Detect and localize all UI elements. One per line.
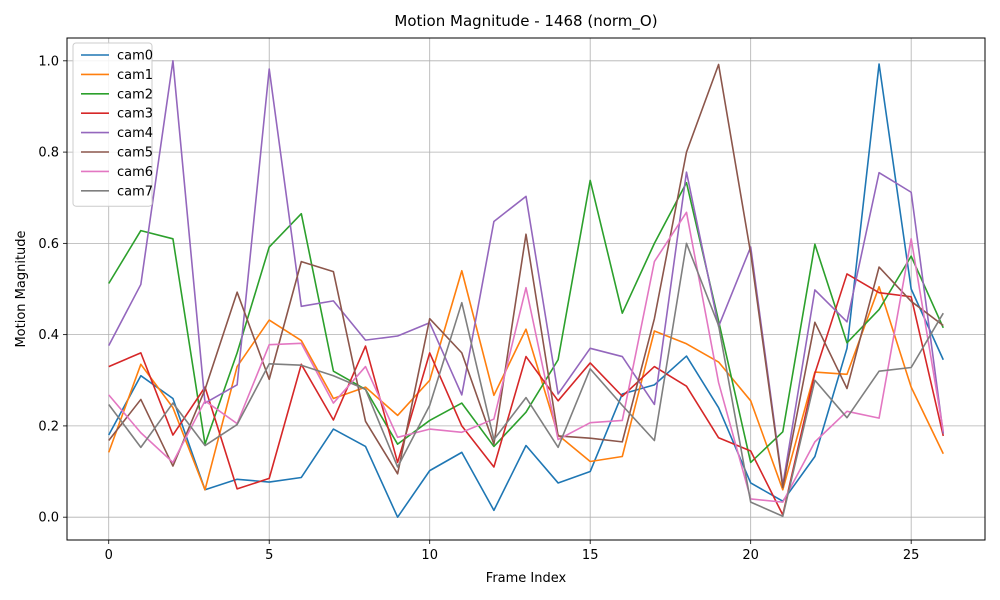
series-line-cam6 <box>108 211 945 503</box>
series-line-cam0 <box>108 63 944 518</box>
x-axis-ticks: 0 5 10 15 20 25 <box>105 540 920 563</box>
x-tick-label: 20 <box>742 548 759 563</box>
legend-label-cam2: cam2 <box>117 87 153 102</box>
chart-title: Motion Magnitude - 1468 (norm_O) <box>394 12 657 31</box>
legend-box <box>72 42 153 207</box>
y-axis-ticks: 0.0 0.2 0.4 0.6 0.8 1.0 <box>38 54 67 526</box>
y-tick-label: 0.0 <box>38 511 59 526</box>
legend-label-cam0: cam0 <box>117 49 153 64</box>
x-tick-label: 5 <box>265 548 273 563</box>
y-tick-label: 0.2 <box>38 419 59 434</box>
legend-label-cam4: cam4 <box>117 126 153 141</box>
series-line-cam5 <box>108 63 944 489</box>
legend: cam0 cam1 cam2 cam3 cam4 cam5 cam6 cam7 <box>72 42 153 207</box>
series-line-cam3 <box>108 273 945 516</box>
legend-label-cam5: cam5 <box>117 146 153 161</box>
series-lines <box>107 60 945 518</box>
legend-label-cam6: cam6 <box>117 165 153 180</box>
plot-area-frame <box>66 37 986 541</box>
x-tick-label: 10 <box>421 548 438 563</box>
series-line-cam1 <box>107 269 944 491</box>
legend-label-cam1: cam1 <box>117 68 153 83</box>
x-tick-label: 25 <box>903 548 920 563</box>
y-axis-label: Motion Magnitude <box>14 230 29 347</box>
series-line-cam7 <box>108 242 944 518</box>
legend-label-cam7: cam7 <box>117 184 153 199</box>
x-tick-label: 15 <box>582 548 599 563</box>
y-tick-label: 0.8 <box>38 146 59 161</box>
y-tick-label: 0.6 <box>38 237 59 252</box>
x-axis-label: Frame Index <box>486 571 567 586</box>
y-tick-label: 1.0 <box>38 54 59 69</box>
x-tick-label: 0 <box>105 548 113 563</box>
series-line-cam2 <box>108 179 945 464</box>
legend-label-cam3: cam3 <box>117 107 153 122</box>
series-line-cam4 <box>108 60 945 487</box>
y-tick-label: 0.4 <box>38 328 59 343</box>
